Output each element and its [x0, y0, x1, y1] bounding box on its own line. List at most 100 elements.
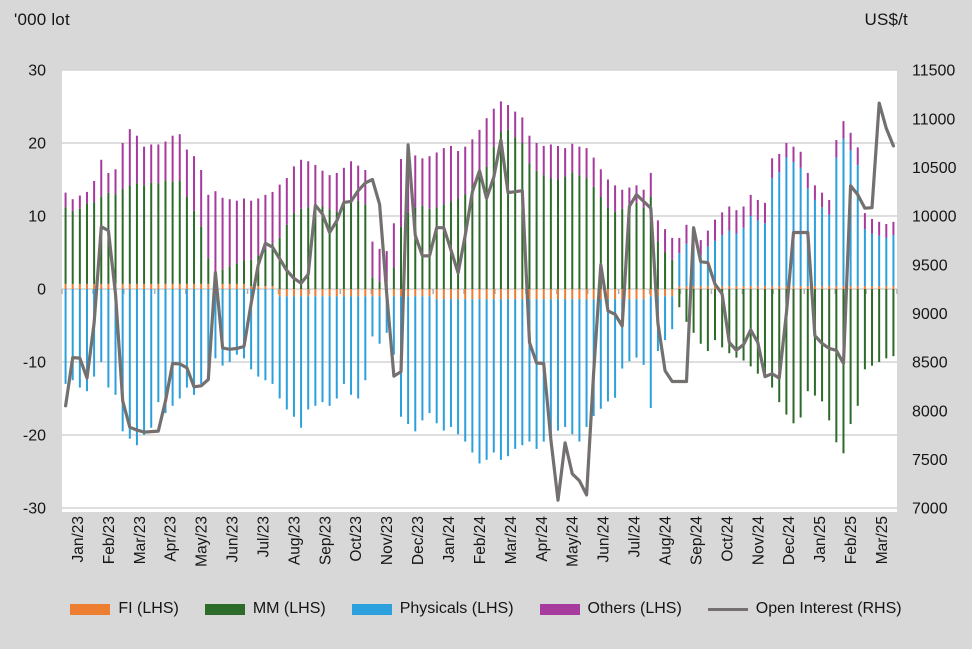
bar-segment-physicals	[371, 296, 374, 337]
legend-color-swatch	[204, 603, 245, 615]
bar-segment-fi	[849, 286, 852, 289]
x-axis-month-label: Mar/24	[503, 516, 520, 565]
bar-segment-mm	[835, 289, 838, 443]
bar-segment-physicals	[642, 299, 645, 365]
bar-segment-fi	[821, 286, 824, 289]
bar-segment-physicals	[235, 289, 238, 355]
x-axis-month-label: Jan/25	[812, 516, 829, 563]
left-axis-tick-label: 30	[28, 63, 46, 80]
bar-segment-mm	[621, 208, 624, 289]
bar-segment-others	[514, 111, 517, 138]
bar-segment-physicals	[606, 299, 609, 402]
bar-segment-fi	[828, 286, 831, 289]
bar-segment-physicals	[771, 178, 774, 287]
bar-segment-mm	[685, 289, 688, 322]
bar-segment-others	[742, 206, 745, 228]
x-axis-month-label: Nov/23	[379, 516, 396, 565]
bar-segment-fi	[706, 286, 709, 289]
bar-segment-others	[71, 199, 74, 211]
bar-segment-mm	[721, 289, 724, 348]
x-axis-month-label: Aug/23	[286, 516, 303, 565]
x-axis-month-label: Jul/23	[255, 516, 272, 557]
bar-segment-fi	[307, 289, 310, 297]
bar-segment-fi	[571, 289, 574, 300]
bar-segment-physicals	[492, 299, 495, 453]
x-axis-month-label: Jan/24	[441, 516, 458, 563]
bar-segment-physicals	[599, 299, 602, 409]
bar-segment-physicals	[328, 296, 331, 406]
bar-segment-others	[157, 144, 160, 184]
bar-segment-mm	[471, 185, 474, 289]
bar-segment-physicals	[228, 289, 231, 362]
bar-segment-others	[378, 248, 381, 282]
bar-segment-others	[399, 159, 402, 227]
bar-segment-fi	[649, 289, 652, 297]
bar-segment-fi	[799, 286, 802, 289]
bar-segment-mm	[799, 289, 802, 418]
bar-segment-physicals	[799, 167, 802, 287]
bar-segment-mm	[564, 176, 567, 289]
bar-segment-mm	[228, 266, 231, 284]
bar-segment-physicals	[178, 289, 181, 399]
right-axis-tick-label: 11000	[912, 111, 955, 128]
bar-segment-physicals	[557, 299, 560, 431]
x-axis-month-label: Sep/24	[688, 516, 705, 566]
bar-segment-mm	[178, 180, 181, 284]
bar-segment-physicals	[614, 299, 617, 398]
bar-segment-physicals	[528, 299, 531, 442]
bar-segment-fi	[557, 289, 560, 300]
bar-segment-physicals	[878, 235, 881, 287]
bar-segment-fi	[328, 289, 331, 297]
bar-segment-mm	[364, 204, 367, 289]
bar-segment-physicals	[514, 299, 517, 449]
bar-segment-mm	[806, 289, 809, 392]
bar-segment-fi	[435, 289, 438, 300]
bar-segment-mm	[735, 289, 738, 358]
bar-segment-physicals	[749, 216, 752, 287]
bar-segment-physicals	[478, 299, 481, 464]
bar-segment-mm	[542, 175, 545, 289]
bar-segment-fi	[321, 289, 324, 297]
bar-segment-fi	[728, 286, 731, 289]
bar-segment-others	[621, 189, 624, 209]
legend-label: Physicals (LHS)	[399, 600, 514, 617]
bar-segment-physicals	[685, 243, 688, 287]
open-interest-line	[63, 101, 896, 502]
bar-segment-fi	[656, 289, 659, 297]
bar-segment-mm	[64, 207, 67, 284]
bar-segment-fi	[614, 289, 617, 300]
bar-segment-fi	[193, 283, 196, 289]
bar-segment-others	[449, 145, 452, 202]
x-axis-month-label: Sep/23	[317, 516, 334, 565]
bar-segment-mm	[628, 205, 631, 289]
bar-segment-physicals	[378, 296, 381, 344]
legend-label: Others (LHS)	[587, 600, 682, 617]
bar-segment-others	[485, 118, 488, 167]
bar-segment-fi	[314, 289, 317, 297]
bar-segment-fi	[806, 286, 809, 289]
bar-segment-others	[571, 143, 574, 173]
bar-segment-fi	[64, 283, 67, 289]
left-axis-tick-label: 0	[37, 282, 46, 299]
bar-segment-physicals	[714, 240, 717, 287]
bar-segment-others	[521, 117, 524, 143]
bar-segment-fi	[78, 283, 81, 289]
bar-segment-others	[85, 191, 88, 204]
bar-segment-others	[835, 140, 838, 158]
bar-segment-fi	[464, 289, 467, 300]
bar-segment-mm	[335, 211, 338, 289]
bar-segment-physicals	[735, 233, 738, 287]
bar-segment-fi	[721, 286, 724, 289]
bar-segment-physicals	[121, 289, 124, 432]
x-axis-month-label: Oct/24	[719, 516, 736, 562]
bar-segment-others	[721, 212, 724, 235]
bar-segment-others	[185, 149, 188, 197]
bar-segment-physicals	[699, 255, 702, 287]
x-axis-month-label: Aug/24	[657, 516, 674, 566]
bar-segment-others	[414, 155, 417, 208]
bar-segment-physicals	[428, 296, 431, 414]
bar-segment-fi	[235, 283, 238, 289]
bar-segment-fi	[664, 289, 667, 297]
legend-item-physicals: Physicals (LHS)	[351, 600, 514, 618]
